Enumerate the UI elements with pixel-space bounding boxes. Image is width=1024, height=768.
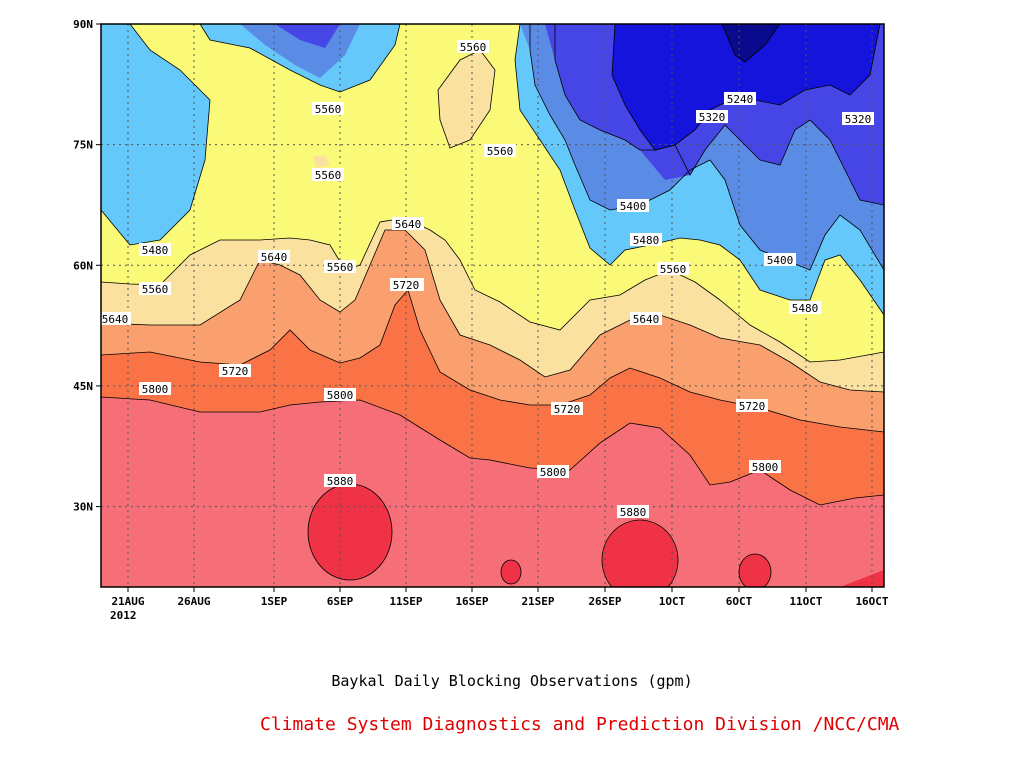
high-5880-1oct: [602, 520, 678, 587]
contour-label: 5640: [99, 312, 131, 326]
svg-text:5720: 5720: [739, 400, 766, 413]
contour-label: 5640: [258, 250, 290, 264]
high-5880-7oct: [739, 554, 771, 587]
contour-label: 5800: [324, 388, 356, 402]
x-tick-label: 1SEP: [261, 595, 288, 608]
svg-text:5880: 5880: [620, 506, 647, 519]
contour-label: 5720: [219, 364, 251, 378]
contour-label: 5240: [724, 92, 756, 106]
svg-text:5400: 5400: [620, 200, 647, 213]
svg-text:5800: 5800: [142, 383, 169, 396]
x-tick-label: 11SEP: [389, 595, 422, 608]
contour-label: 5400: [764, 253, 796, 267]
svg-text:5560: 5560: [142, 283, 169, 296]
svg-text:5480: 5480: [633, 234, 660, 247]
x-tick-label: 26AUG: [177, 595, 210, 608]
x-tick-label: 16SEP: [455, 595, 488, 608]
svg-text:5320: 5320: [699, 111, 726, 124]
patch-5560-6sep: [313, 155, 330, 168]
y-tick-label: 30N: [73, 501, 93, 514]
high-5880-16oct: [840, 570, 884, 587]
svg-text:5560: 5560: [315, 103, 342, 116]
x-tick-label: 26SEP: [588, 595, 621, 608]
svg-text:5400: 5400: [767, 254, 794, 267]
svg-text:5640: 5640: [102, 313, 129, 326]
x-axis-year-label: 2012: [110, 609, 137, 622]
contour-label: 5640: [630, 312, 662, 326]
contour-label: 5880: [617, 505, 649, 519]
high-5880-6sep: [308, 484, 392, 580]
svg-text:5560: 5560: [327, 261, 354, 274]
x-tick-label: 16OCT: [855, 595, 888, 608]
high-5880-19sep: [501, 560, 521, 584]
svg-text:5480: 5480: [792, 302, 819, 315]
svg-text:5320: 5320: [845, 113, 872, 126]
svg-text:5560: 5560: [660, 263, 687, 276]
contour-label: 5720: [551, 402, 583, 416]
y-tick-label: 60N: [73, 259, 93, 272]
x-tick-label: 1OCT: [659, 595, 686, 608]
svg-text:5240: 5240: [727, 93, 754, 106]
svg-text:5800: 5800: [752, 461, 779, 474]
contour-fills: [101, 24, 884, 587]
y-tick-label: 75N: [73, 139, 93, 152]
band-5160-5240: [612, 24, 880, 150]
contour-label: 5720: [736, 399, 768, 413]
svg-text:5880: 5880: [327, 475, 354, 488]
contour-label: 5320: [842, 112, 874, 126]
band-lt-5160: [722, 24, 780, 62]
contour-label: 5560: [139, 282, 171, 296]
contour-label: 5480: [789, 301, 821, 315]
contour-label: 5320: [696, 110, 728, 124]
x-tick-label: 11OCT: [789, 595, 822, 608]
x-tick-label: 6OCT: [726, 595, 753, 608]
contour-labels: 5480 5560 5560 5560 5560 5480 5560 5640 5640 5720…: [99, 40, 874, 519]
contour-label: 5880: [324, 474, 356, 488]
svg-text:5560: 5560: [460, 41, 487, 54]
grid-lines: [101, 24, 884, 587]
plot-frame: [100, 23, 885, 588]
contour-label: 5640: [392, 217, 424, 231]
contour-label: 5560: [324, 260, 356, 274]
x-tick-label: 21SEP: [521, 595, 554, 608]
contour-label: 5560: [657, 262, 689, 276]
x-tick-label: 6SEP: [327, 595, 354, 608]
y-tick-label: 90N: [73, 18, 93, 31]
svg-text:5720: 5720: [393, 279, 420, 292]
y-axis: 30N 45N 60N 75N 90N: [73, 18, 101, 514]
contour-label: 5800: [749, 460, 781, 474]
x-tick-label: 21AUG: [111, 595, 144, 608]
svg-text:5720: 5720: [222, 365, 249, 378]
x-axis: 21AUG 26AUG 1SEP 6SEP 11SEP 16SEP 21SEP 26SEP 1O…: [111, 587, 889, 608]
svg-text:5560: 5560: [315, 169, 342, 182]
contour-label: 5720: [390, 278, 422, 292]
y-tick-label: 45N: [73, 380, 93, 393]
contour-label: 5560: [312, 168, 344, 182]
contour-label: 5560: [312, 102, 344, 116]
contour-label: 5480: [630, 233, 662, 247]
contour-label: 5400: [617, 199, 649, 213]
svg-text:5480: 5480: [142, 244, 169, 257]
svg-text:5640: 5640: [395, 218, 422, 231]
contour-label: 5560: [457, 40, 489, 54]
credit-line: Climate System Diagnostics and Predictio…: [260, 714, 900, 735]
svg-text:5720: 5720: [554, 403, 581, 416]
contour-label: 5800: [537, 465, 569, 479]
svg-text:5800: 5800: [540, 466, 567, 479]
contour-label: 5480: [139, 243, 171, 257]
svg-text:5800: 5800: [327, 389, 354, 402]
svg-text:5640: 5640: [261, 251, 288, 264]
svg-text:5640: 5640: [633, 313, 660, 326]
contour-label: 5560: [484, 144, 516, 158]
chart-title: Baykal Daily Blocking Observations (gpm): [331, 672, 693, 690]
svg-text:5560: 5560: [487, 145, 514, 158]
contour-label: 5800: [139, 382, 171, 396]
